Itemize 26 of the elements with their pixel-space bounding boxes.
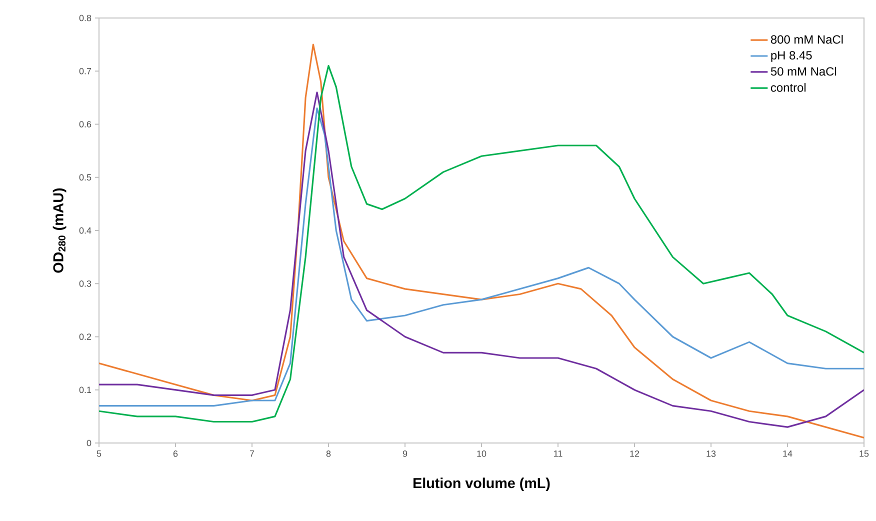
legend-label: 800 mM NaCl (770, 34, 843, 44)
x-tick-label: 11 (554, 450, 562, 457)
y-tick-label: 0.1 (79, 386, 92, 394)
legend-label: control (770, 83, 806, 92)
y-tick-label: 0.5 (79, 174, 92, 181)
y-tick-label: 0.8 (79, 14, 92, 22)
x-tick-label: 8 (326, 450, 331, 457)
x-tick-label: 12 (630, 450, 640, 457)
y-tick-label: 0.4 (79, 227, 92, 234)
y-tick-label: 0.3 (79, 280, 92, 287)
y-tick-label: 0.7 (79, 68, 92, 74)
x-tick-label: 13 (706, 450, 716, 457)
x-tick-label: 9 (402, 450, 408, 457)
x-tick-label: 15 (860, 450, 869, 457)
legend-label: pH 8.45 (771, 51, 812, 62)
x-tick-label: 14 (783, 450, 792, 457)
x-tick-label: 6 (173, 450, 178, 457)
legend-label: 50 mM NaCl (770, 66, 836, 76)
y-tick-label: 0.6 (79, 121, 92, 128)
x-tick-label: 5 (96, 450, 102, 457)
y-axis-title: OD$_{280}$ (mAU) (52, 188, 66, 273)
y-tick-label: 0.2 (79, 334, 92, 340)
x-tick-label: 7 (250, 450, 254, 457)
y-tick-label: 0 (86, 440, 92, 446)
x-tick-label: 10 (477, 450, 486, 457)
x-axis-title: Elution volume (mL) (414, 478, 550, 492)
